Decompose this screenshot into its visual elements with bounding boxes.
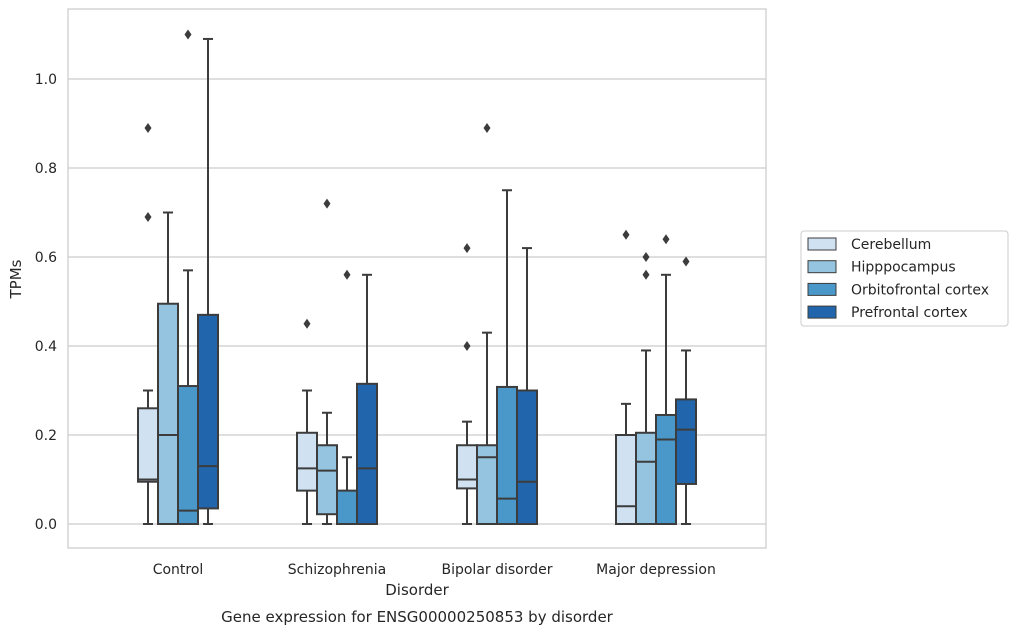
y-tick-label: 0.0 xyxy=(35,517,57,533)
box-layer xyxy=(137,29,697,526)
outlier-point xyxy=(682,256,690,267)
x-tick-label: Major depression xyxy=(596,562,716,578)
series-orbitofrontal-cortex xyxy=(177,29,677,526)
legend: Cerebellum Hipppocampus Orbitofrontal cort… xyxy=(800,230,1009,327)
series-cerebellum xyxy=(137,122,637,525)
outlier-point xyxy=(184,29,192,40)
box xyxy=(516,389,538,525)
legend-swatch xyxy=(807,282,837,296)
box xyxy=(177,385,199,525)
box xyxy=(675,398,697,485)
legend-label: Prefrontal cortex xyxy=(851,305,968,321)
outlier-point xyxy=(642,269,650,280)
outlier-point xyxy=(144,211,152,222)
box xyxy=(615,434,637,525)
chart-caption: Gene expression for ENSG00000250853 by d… xyxy=(221,608,614,626)
outlier-point xyxy=(303,318,311,329)
outlier-point xyxy=(622,229,630,240)
outlier-point xyxy=(463,243,471,254)
legend-frame xyxy=(800,230,1009,327)
outlier-point xyxy=(144,122,152,133)
outlier-point xyxy=(642,252,650,262)
outlier-point xyxy=(463,341,471,351)
legend-swatch xyxy=(807,237,837,251)
y-tick-labels: 0.0 0.2 0.4 0.6 0.8 1.0 xyxy=(35,72,57,533)
series-prefrontal-cortex xyxy=(197,37,697,526)
box xyxy=(157,302,179,525)
outlier-point xyxy=(343,269,351,280)
legend-swatch xyxy=(807,260,837,274)
legend-label: Hipppocampus xyxy=(851,260,956,276)
y-tick-label: 0.2 xyxy=(35,428,57,444)
y-tick-label: 0.4 xyxy=(35,339,57,355)
x-tick-labels: Control Schizophrenia Bipolar disorder Majo… xyxy=(153,562,716,578)
box xyxy=(655,413,677,526)
y-tick-label: 1.0 xyxy=(35,72,57,88)
box xyxy=(197,313,219,510)
box xyxy=(456,444,478,490)
plot-frame xyxy=(67,8,767,549)
x-tick-label: Bipolar disorder xyxy=(441,562,552,578)
x-tick-label: Schizophrenia xyxy=(288,562,386,578)
box xyxy=(496,385,518,525)
y-axis-label: TPMs xyxy=(7,259,25,299)
outlier-point xyxy=(662,234,670,245)
box xyxy=(137,407,159,483)
x-tick-label: Control xyxy=(153,562,204,578)
legend-label: Orbitofrontal cortex xyxy=(851,282,989,298)
legend-swatch xyxy=(807,305,837,319)
series-hipppocampus xyxy=(157,122,657,525)
legend-label: Cerebellum xyxy=(851,237,931,253)
box xyxy=(356,382,378,526)
y-tick-label: 0.6 xyxy=(35,250,57,266)
outlier-point xyxy=(483,122,491,133)
box xyxy=(336,489,358,525)
x-axis-label: Disorder xyxy=(385,581,449,599)
box xyxy=(635,431,657,525)
outlier-point xyxy=(323,198,331,209)
y-tick-label: 0.8 xyxy=(35,161,57,177)
box xyxy=(316,444,338,516)
box xyxy=(296,431,318,492)
